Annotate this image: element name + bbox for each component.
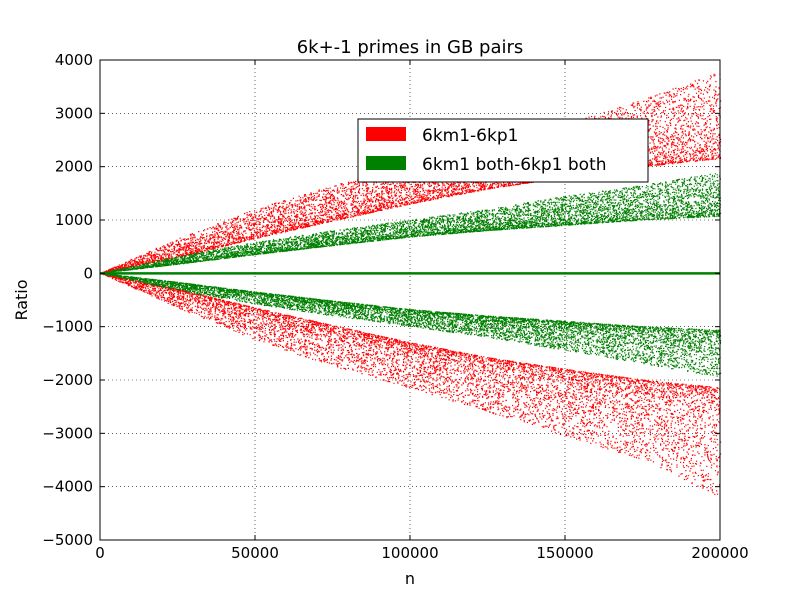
- x-tick-label: 100000: [381, 544, 438, 562]
- y-tick-label: 4000: [55, 51, 93, 69]
- series-points-1: [100, 173, 722, 377]
- x-tick-label: 0: [95, 544, 105, 562]
- legend: 6km1-6kp1 6km1 both-6kp1 both: [357, 118, 649, 183]
- axis-ticks: 0 50000 100000 150000 200000 −5000 −4000 −3000 −…: [42, 51, 748, 562]
- y-tick-label: −2000: [42, 371, 93, 389]
- legend-box: [357, 118, 649, 183]
- y-tick-label: −5000: [42, 531, 93, 549]
- scatter-points: [100, 73, 722, 495]
- x-axis-label: n: [405, 569, 415, 588]
- y-tick-label: 1000: [55, 211, 93, 229]
- legend-swatch-red: [366, 127, 406, 141]
- x-tick-label: 50000: [231, 544, 279, 562]
- y-tick-label: −3000: [42, 424, 93, 442]
- legend-label-6km1-both: 6km1 both-6kp1 both: [422, 155, 607, 175]
- series-point-cloud-1: [100, 173, 722, 377]
- y-tick-label: 3000: [55, 104, 93, 122]
- y-tick-label: −1000: [42, 318, 93, 336]
- legend-label-6km1-6kp1: 6km1-6kp1: [422, 126, 518, 146]
- y-tick-label: 2000: [55, 158, 93, 176]
- chart-title: 6k+-1 primes in GB pairs: [297, 37, 524, 58]
- x-tick-label: 150000: [536, 544, 593, 562]
- y-tick-label: −4000: [42, 478, 93, 496]
- y-axis-label: Ratio: [12, 279, 31, 320]
- legend-swatch-green: [366, 156, 406, 170]
- x-tick-label: 200000: [691, 544, 748, 562]
- y-tick-label: 0: [83, 264, 93, 282]
